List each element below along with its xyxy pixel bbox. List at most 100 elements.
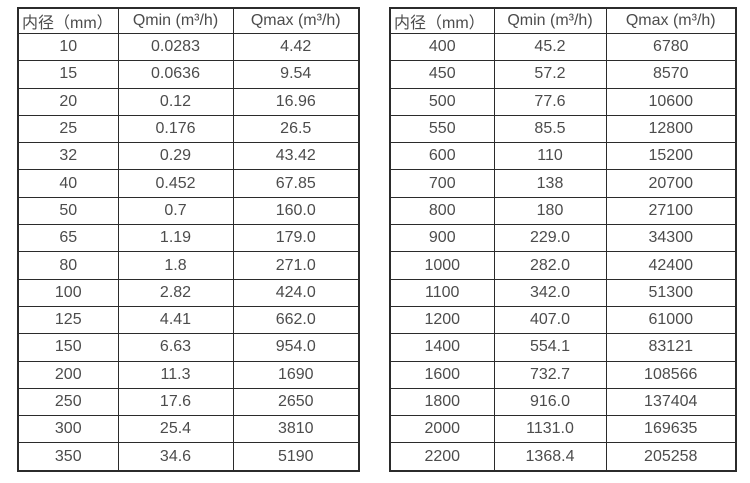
cell: 125: [17, 305, 119, 335]
cell: 27100: [605, 196, 737, 226]
header-cell: Qmax (m³/h): [605, 7, 737, 34]
cell: 554.1: [493, 333, 607, 362]
header-cell: Qmin (m³/h): [117, 7, 234, 34]
cell: 108566: [605, 360, 737, 389]
cell: 6.63: [117, 333, 234, 362]
cell: 10600: [605, 87, 737, 116]
table-row: 32 0.29 43.42: [17, 142, 360, 171]
cell: 40: [17, 169, 119, 198]
cell: 137404: [605, 387, 737, 417]
cell: 50: [17, 196, 119, 226]
cell: 550: [389, 114, 495, 144]
cell: 80: [17, 251, 119, 280]
cell: 342.0: [493, 278, 607, 307]
flow-spec-table-small-diameters: 内径（mm） Qmin (m³/h) Qmax (m³/h) 10 0.0283 4.42…: [17, 7, 360, 472]
cell: 1.8: [117, 251, 234, 280]
cell: 424.0: [232, 278, 360, 307]
cell: 20: [17, 87, 119, 116]
cell: 138: [493, 169, 607, 198]
cell: 180: [493, 196, 607, 226]
cell: 200: [17, 360, 119, 389]
table-row: 300 25.4 3810: [17, 415, 360, 444]
cell: 25: [17, 114, 119, 144]
cell: 4.41: [117, 305, 234, 335]
table-row: 1200 407.0 61000: [389, 305, 737, 335]
cell: 0.0636: [117, 60, 234, 89]
cell: 10: [17, 32, 119, 62]
cell: 25.4: [117, 415, 234, 444]
cell: 15: [17, 60, 119, 89]
table-row: 1400 554.1 83121: [389, 333, 737, 362]
cell: 1690: [232, 360, 360, 389]
cell: 0.12: [117, 87, 234, 116]
cell: 1400: [389, 333, 495, 362]
cell: 2200: [389, 442, 495, 472]
cell: 0.452: [117, 169, 234, 198]
table-row: 65 1.19 179.0: [17, 224, 360, 253]
cell: 800: [389, 196, 495, 226]
header-cell: 内径（mm）: [17, 7, 119, 34]
cell: 1600: [389, 360, 495, 389]
table-row: 350 34.6 5190: [17, 442, 360, 472]
cell: 160.0: [232, 196, 360, 226]
table-row: 100 2.82 424.0: [17, 278, 360, 307]
cell: 51300: [605, 278, 737, 307]
table-row: 2000 1131.0 169635: [389, 415, 737, 444]
table-row: 20 0.12 16.96: [17, 87, 360, 116]
table-row: 10 0.0283 4.42: [17, 32, 360, 62]
cell: 407.0: [493, 305, 607, 335]
cell: 8570: [605, 60, 737, 89]
table-row: 450 57.2 8570: [389, 60, 737, 89]
cell: 20700: [605, 169, 737, 198]
cell: 1368.4: [493, 442, 607, 472]
header-row: 内径（mm） Qmin (m³/h) Qmax (m³/h): [17, 7, 360, 34]
cell: 0.0283: [117, 32, 234, 62]
table-row: 600 110 15200: [389, 142, 737, 171]
cell: 15200: [605, 142, 737, 171]
cell: 61000: [605, 305, 737, 335]
cell: 65: [17, 224, 119, 253]
cell: 229.0: [493, 224, 607, 253]
cell: 662.0: [232, 305, 360, 335]
table-row: 200 11.3 1690: [17, 360, 360, 389]
cell: 169635: [605, 415, 737, 444]
cell: 205258: [605, 442, 737, 472]
table-row: 900 229.0 34300: [389, 224, 737, 253]
table-row: 125 4.41 662.0: [17, 305, 360, 335]
cell: 26.5: [232, 114, 360, 144]
cell: 700: [389, 169, 495, 198]
cell: 2.82: [117, 278, 234, 307]
cell: 11.3: [117, 360, 234, 389]
cell: 17.6: [117, 387, 234, 417]
cell: 1200: [389, 305, 495, 335]
cell: 9.54: [232, 60, 360, 89]
table-row: 80 1.8 271.0: [17, 251, 360, 280]
header-cell: Qmax (m³/h): [232, 7, 360, 34]
table-row: 25 0.176 26.5: [17, 114, 360, 144]
table-row: 40 0.452 67.85: [17, 169, 360, 198]
cell: 0.7: [117, 196, 234, 226]
table-row: 2200 1368.4 205258: [389, 442, 737, 472]
cell: 6780: [605, 32, 737, 62]
table-row: 1000 282.0 42400: [389, 251, 737, 280]
cell: 900: [389, 224, 495, 253]
table-row: 1600 732.7 108566: [389, 360, 737, 389]
cell: 150: [17, 333, 119, 362]
cell: 34300: [605, 224, 737, 253]
table-row: 400 45.2 6780: [389, 32, 737, 62]
cell: 83121: [605, 333, 737, 362]
cell: 282.0: [493, 251, 607, 280]
cell: 43.42: [232, 142, 360, 171]
table-row: 150 6.63 954.0: [17, 333, 360, 362]
table-row: 50 0.7 160.0: [17, 196, 360, 226]
cell: 45.2: [493, 32, 607, 62]
cell: 250: [17, 387, 119, 417]
header-row: 内径（mm） Qmin (m³/h) Qmax (m³/h): [389, 7, 737, 34]
cell: 16.96: [232, 87, 360, 116]
cell: 732.7: [493, 360, 607, 389]
cell: 1.19: [117, 224, 234, 253]
cell: 271.0: [232, 251, 360, 280]
cell: 3810: [232, 415, 360, 444]
table-row: 500 77.6 10600: [389, 87, 737, 116]
